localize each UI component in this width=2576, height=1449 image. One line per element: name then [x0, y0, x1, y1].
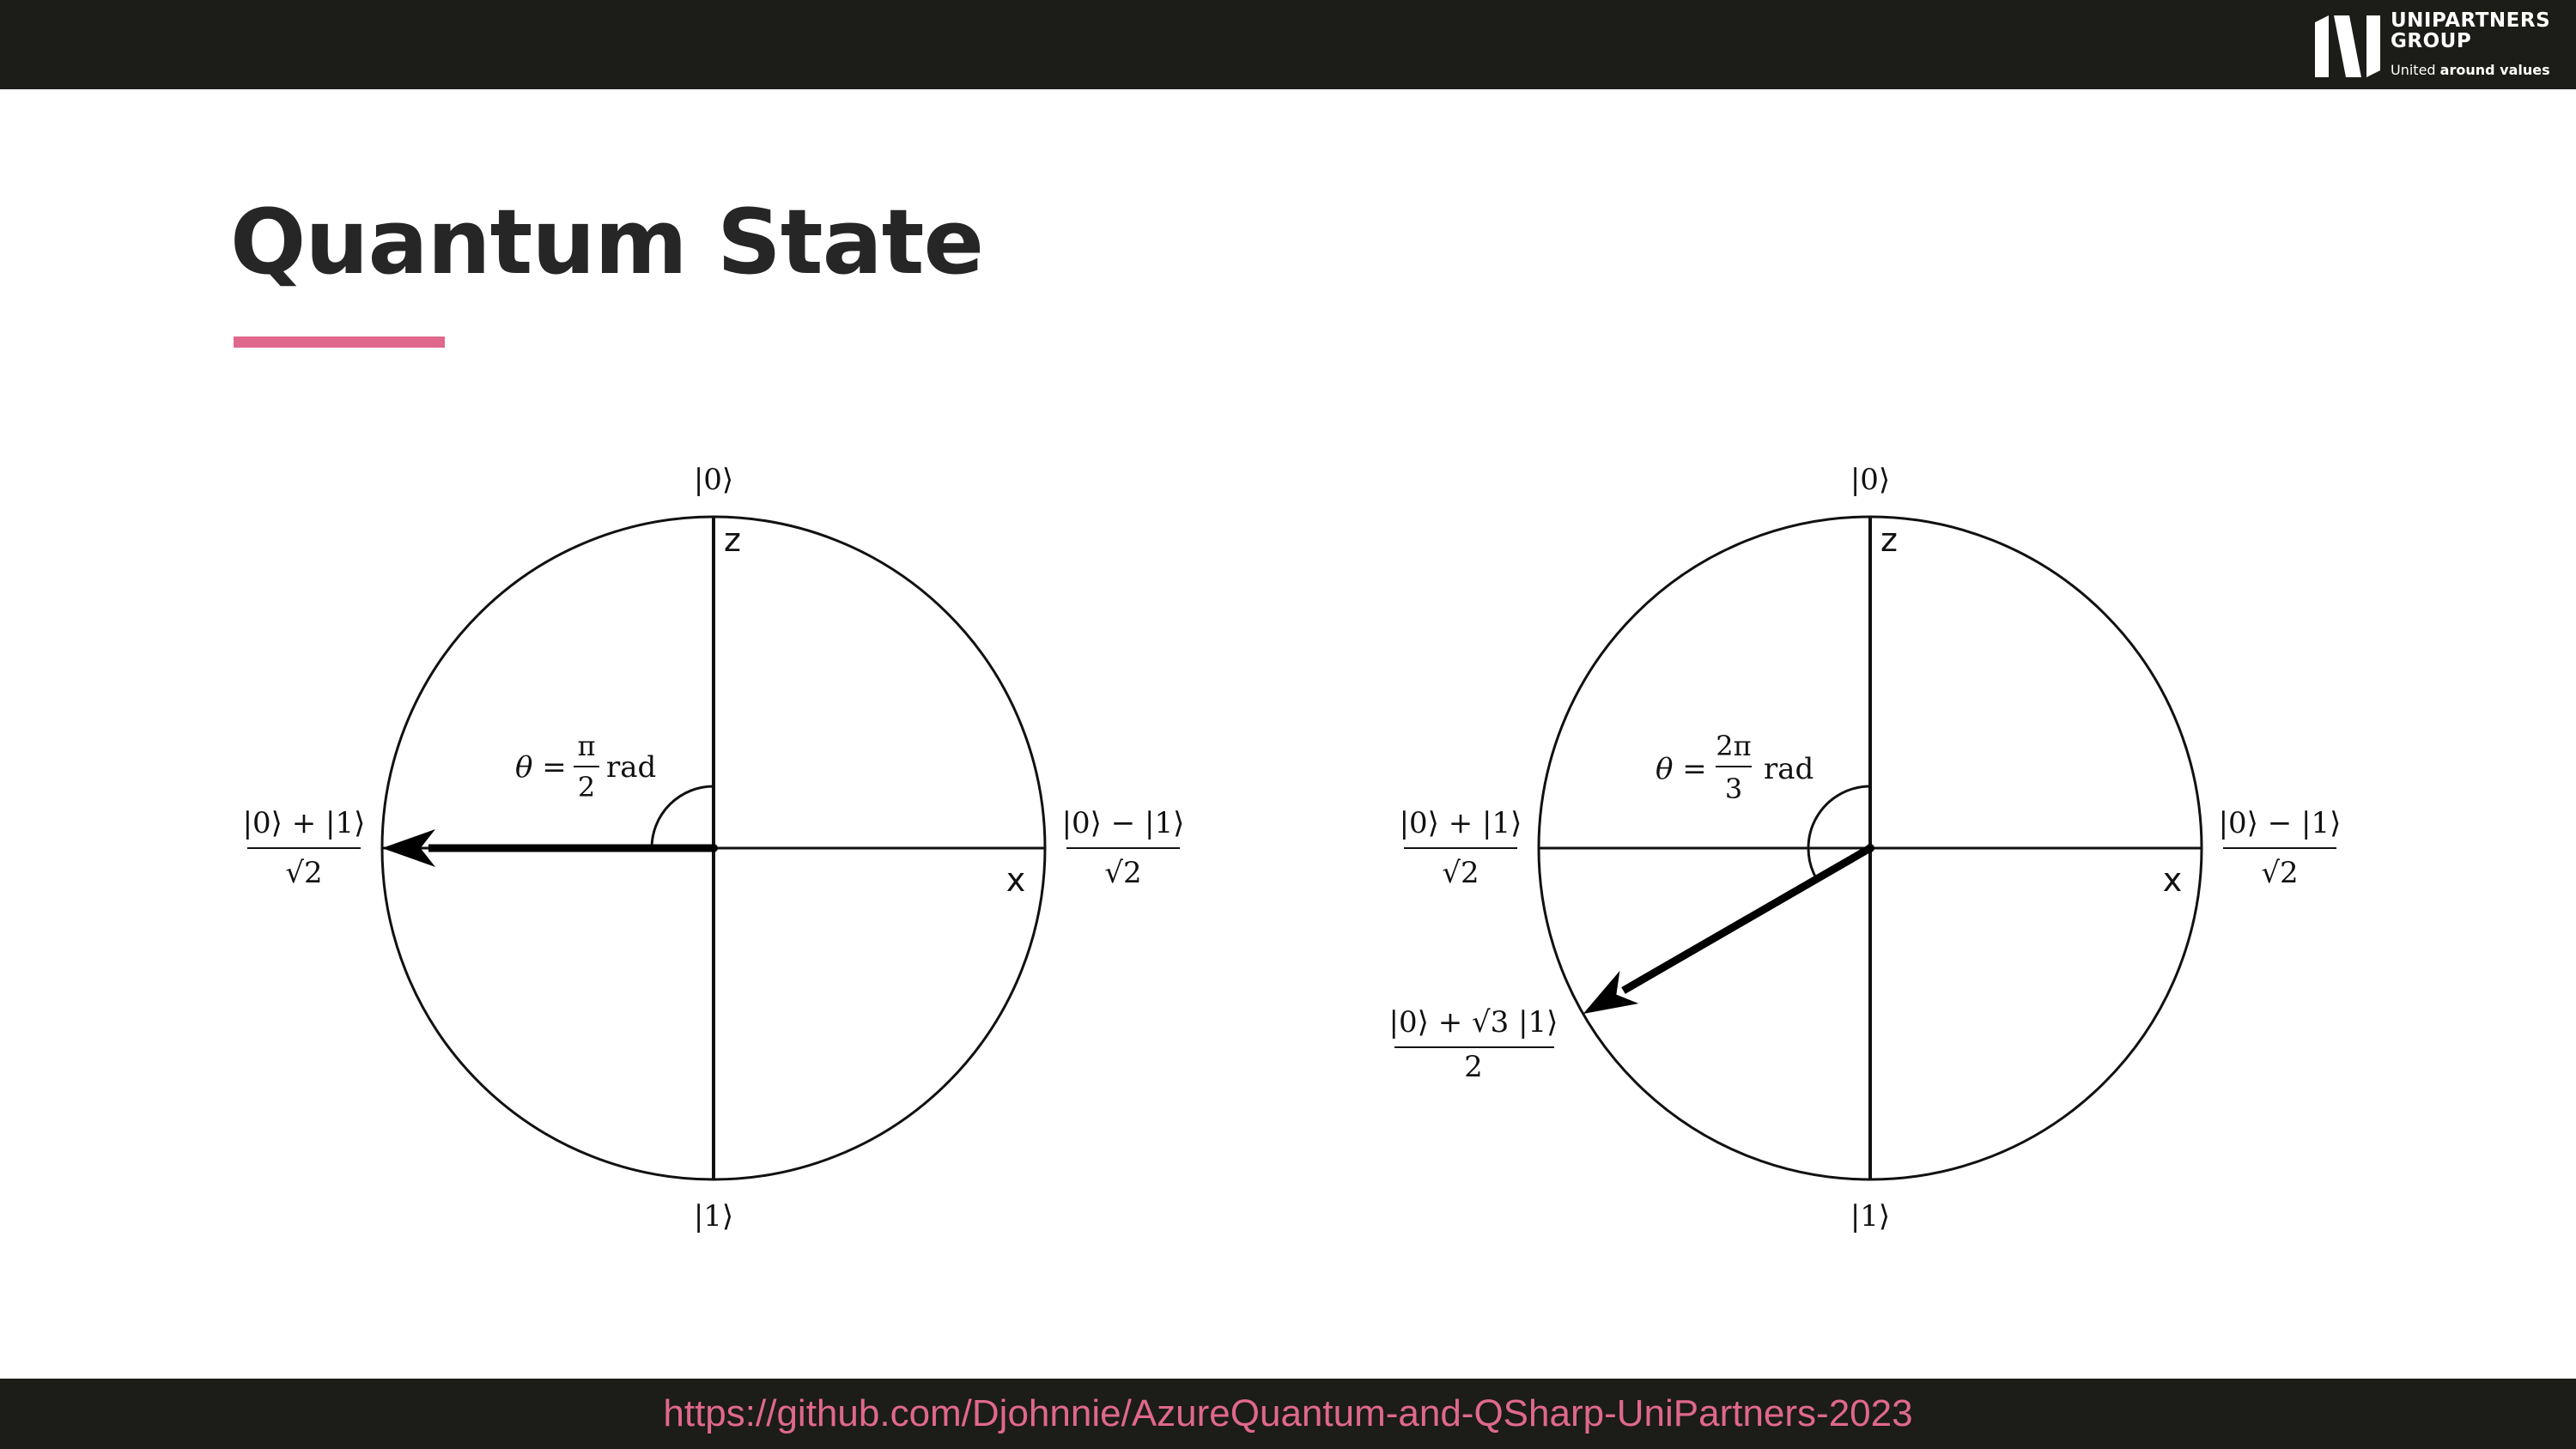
theta-unit: rad — [1764, 752, 1814, 786]
theta-numerator: 2π — [1716, 730, 1751, 762]
state-label-denominator: 2 — [1464, 1050, 1483, 1084]
unipartners-logo: UNIPARTNERS GROUP United around values — [2312, 9, 2561, 81]
minus-state-numerator: |0⟩ − |1⟩ — [1062, 806, 1185, 840]
theta-arc — [1807, 785, 1871, 880]
x-axis-label: x — [1006, 861, 1026, 899]
slide-title: Quantum State — [230, 190, 984, 294]
theta-numerator: π — [577, 730, 595, 762]
tagline-part-2: around values — [2439, 62, 2550, 78]
theta-prefix: θ = — [1656, 752, 1707, 786]
state-vector — [1621, 845, 1873, 994]
z-axis-label: z — [724, 521, 741, 559]
origin-dot — [1866, 844, 1874, 852]
theta-arc — [650, 785, 714, 849]
theta-prefix: θ = — [515, 750, 567, 785]
ket-one-label: |1⟩ — [694, 1199, 733, 1234]
logo-wordmark: UNIPARTNERS GROUP — [2391, 10, 2550, 52]
x-axis-label: x — [2163, 861, 2183, 899]
state-label-numerator: |0⟩ + √3 |1⟩ — [1389, 1005, 1558, 1040]
plus-state-denominator: √2 — [285, 856, 322, 890]
minus-state-numerator: |0⟩ − |1⟩ — [2219, 806, 2342, 840]
title-accent-bar — [234, 336, 445, 348]
plus-state-numerator: |0⟩ + |1⟩ — [1400, 806, 1522, 840]
top-bar: UNIPARTNERS GROUP United around values — [0, 0, 2576, 89]
ket-one-label: |1⟩ — [1850, 1199, 1890, 1234]
circle-diagram-1: |0⟩ |1⟩ z x |0⟩ + |1⟩ √2 |0⟩ − |1⟩ √2 θ … — [243, 463, 1185, 1234]
minus-state-denominator: √2 — [1104, 856, 1141, 890]
unipartners-logo-icon — [2315, 15, 2380, 77]
ket-zero-label: |0⟩ — [694, 463, 733, 497]
logo-line-2: GROUP — [2391, 30, 2472, 52]
state-vector-arrowhead — [382, 829, 436, 868]
plus-state-denominator: √2 — [1442, 856, 1479, 890]
logo-tagline: United around values — [2391, 62, 2550, 78]
plus-state-numerator: |0⟩ + |1⟩ — [243, 806, 366, 840]
circle-diagram-2: |0⟩ |1⟩ z x |0⟩ + |1⟩ √2 |0⟩ − |1⟩ √2 θ … — [1389, 463, 2342, 1234]
z-axis-label: z — [1880, 521, 1898, 559]
minus-state-denominator: √2 — [2261, 856, 2298, 890]
logo-line-1: UNIPARTNERS — [2391, 9, 2551, 32]
theta-denominator: 2 — [578, 771, 595, 803]
tagline-part-1: United — [2391, 62, 2440, 78]
theta-denominator: 3 — [1725, 773, 1742, 805]
footer-bar: https://github.com/Djohnnie/AzureQuantum… — [0, 1379, 2576, 1449]
ket-zero-label: |0⟩ — [1850, 463, 1890, 497]
repository-link[interactable]: https://github.com/Djohnnie/AzureQuantum… — [663, 1392, 1913, 1434]
origin-dot — [709, 844, 718, 852]
theta-unit: rad — [606, 750, 656, 785]
state-vector-arrowhead — [1583, 970, 1639, 1015]
